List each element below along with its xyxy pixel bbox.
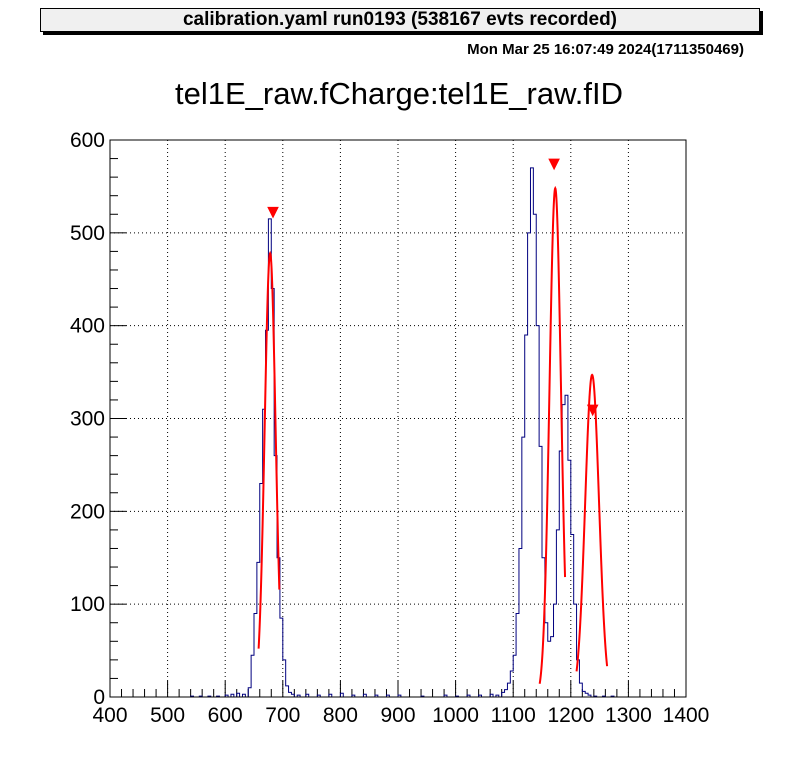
peak-markers: [267, 158, 599, 417]
x-tick-label: 700: [265, 704, 300, 727]
timestamp-label: Mon Mar 25 16:07:49 2024(1711350469): [467, 41, 744, 58]
x-tick-label: 1200: [547, 704, 594, 727]
y-tick-label: 0: [93, 686, 105, 709]
caption-text: calibration.yaml run0193 (538167 evts re…: [182, 9, 618, 30]
x-tick-label: 400: [92, 704, 127, 727]
x-tick-label: 1300: [605, 704, 652, 727]
histogram-bin: [548, 641, 551, 697]
peak-marker: [548, 158, 560, 171]
peak-marker: [267, 206, 279, 219]
y-tick-label: 300: [70, 408, 105, 431]
x-tick-label: 1000: [432, 704, 479, 727]
fit-curve: [538, 185, 567, 684]
tick-labels: 400 500 600 700 800 900 1000 1100 1200 1300 1400 0 1…: [70, 129, 709, 727]
x-tick-label: 600: [208, 704, 243, 727]
fit-curve: [257, 250, 281, 649]
chart-title: tel1E_raw.fCharge:tel1E_raw.fID: [175, 76, 623, 111]
fit-curve: [575, 373, 609, 672]
histogram-bin: [551, 637, 554, 697]
peak-marker: [586, 404, 599, 417]
x-tick-label: 800: [323, 704, 358, 727]
y-tick-label: 400: [70, 315, 105, 338]
x-tick-label: 500: [150, 704, 185, 727]
caption-box: calibration.yaml run0193 (538167 evts re…: [40, 8, 760, 32]
y-tick-label: 200: [70, 500, 105, 523]
histogram-outline: [190, 167, 615, 697]
plot-frame: [109, 139, 687, 698]
histogram-bin: [530, 168, 533, 697]
grid-lines: [110, 140, 686, 697]
x-tick-label: 900: [380, 704, 415, 727]
x-tick-label: 1400: [663, 704, 710, 727]
fit-curves: [257, 185, 609, 684]
y-tick-label: 500: [70, 222, 105, 245]
y-tick-label: 100: [70, 593, 105, 616]
histogram-bars: [190, 167, 615, 697]
x-tick-label: 1100: [491, 704, 536, 727]
y-tick-label: 600: [70, 129, 105, 152]
